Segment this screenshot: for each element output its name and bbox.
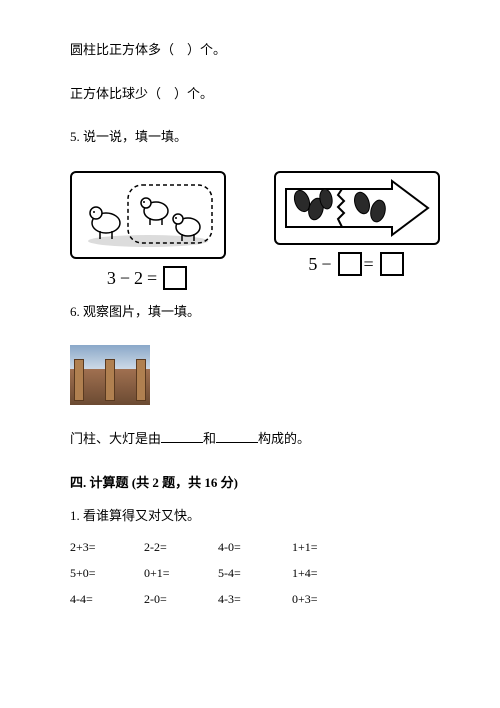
pillar-icon xyxy=(74,359,84,401)
calc-cell: 2+3= xyxy=(70,534,144,560)
question-cube: 正方体比球少（ ）个。 xyxy=(70,84,440,104)
gate-photo xyxy=(70,345,150,405)
fill-blank-2[interactable] xyxy=(216,430,258,443)
eq2-equals: = xyxy=(364,251,378,278)
calc-cell: 5-4= xyxy=(218,560,292,586)
eq2-op: − xyxy=(321,251,335,278)
q6-mid: 和 xyxy=(203,431,216,446)
calc-row: 2+3= 2-2= 4-0= 1+1= xyxy=(70,534,440,560)
q6-before: 门柱、大灯是由 xyxy=(70,431,161,446)
question-cylinder: 圆柱比正方体多（ ）个。 xyxy=(70,40,440,60)
eq1-right: 2 xyxy=(134,265,147,292)
equation-2: 5 − = xyxy=(308,251,405,278)
pillar-icon xyxy=(105,359,115,401)
equation-1: 3 − 2 = xyxy=(107,265,189,292)
eq2-left: 5 xyxy=(308,251,321,278)
section-4-header: 四. 计算题 (共 2 题，共 16 分) xyxy=(70,473,440,493)
calc-cell: 4-3= xyxy=(218,586,292,612)
q6-title: 6. 观察图片，填一填。 xyxy=(70,302,440,322)
calc-cell: 4-4= xyxy=(70,586,144,612)
figures-row: 3 − 2 = xyxy=(70,171,440,292)
eq1-op: − xyxy=(120,265,134,292)
q6-sentence: 门柱、大灯是由 和 构成的。 xyxy=(70,429,440,449)
eq2-answer-box[interactable] xyxy=(380,252,404,276)
calc-row: 4-4= 2-0= 4-3= 0+3= xyxy=(70,586,440,612)
sheep-image xyxy=(70,171,226,259)
calc-cell: 0+1= xyxy=(144,560,218,586)
calc-cell: 1+4= xyxy=(292,560,366,586)
eq1-left: 3 xyxy=(107,265,120,292)
pillar-icon xyxy=(136,359,146,401)
q6-after: 构成的。 xyxy=(258,431,310,446)
leaves-image xyxy=(274,171,440,245)
fill-blank-1[interactable] xyxy=(161,430,203,443)
eq2-minuend-box[interactable] xyxy=(338,252,362,276)
figure-sheep: 3 − 2 = xyxy=(70,171,226,292)
calc-cell: 4-0= xyxy=(218,534,292,560)
figure-leaves: 5 − = xyxy=(274,171,440,292)
calc-row: 5+0= 0+1= 5-4= 1+4= xyxy=(70,560,440,586)
eq1-answer-box[interactable] xyxy=(163,266,187,290)
eq1-equals: = xyxy=(147,265,161,292)
q5-title: 5. 说一说，填一填。 xyxy=(70,127,440,147)
calc-cell: 2-2= xyxy=(144,534,218,560)
calc-cell: 1+1= xyxy=(292,534,366,560)
calc-cell: 2-0= xyxy=(144,586,218,612)
calc-title: 1. 看谁算得又对又快。 xyxy=(70,506,440,526)
calc-cell: 0+3= xyxy=(292,586,366,612)
calc-cell: 5+0= xyxy=(70,560,144,586)
calc-grid: 2+3= 2-2= 4-0= 1+1= 5+0= 0+1= 5-4= 1+4= … xyxy=(70,534,440,613)
